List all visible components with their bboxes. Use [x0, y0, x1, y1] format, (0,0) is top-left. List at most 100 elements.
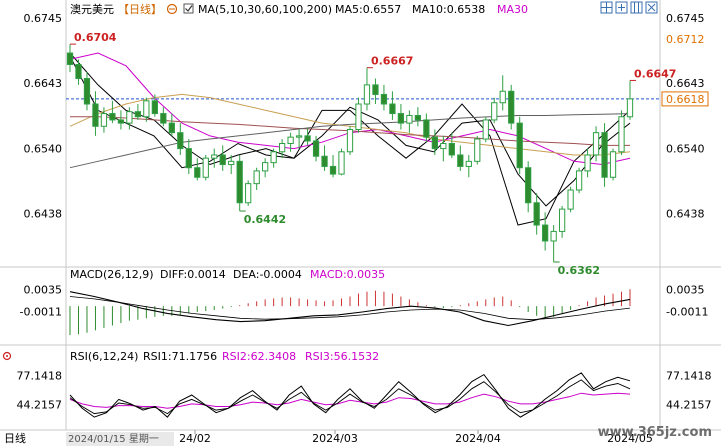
footer-period[interactable]: 日线 — [4, 431, 26, 445]
candle-body — [253, 170, 260, 185]
macd-title: MACD(26,12,9) — [70, 268, 154, 281]
macd-tick-right: -0.0011 — [666, 305, 708, 318]
candle-body — [584, 154, 591, 172]
rsi3-value: RSI3:56.1532 — [305, 350, 379, 363]
settings-icon[interactable] — [166, 3, 178, 15]
checkbox-icon[interactable] — [183, 3, 194, 14]
candle-body — [406, 114, 413, 124]
candle-body — [228, 160, 235, 166]
candle-body — [66, 52, 74, 66]
candle-body — [270, 151, 277, 164]
candle-body — [457, 154, 464, 167]
ma-params: MA(5,10,30,60,100,200) — [198, 3, 332, 16]
candle-body — [295, 135, 303, 138]
candle-body — [397, 113, 405, 124]
trough-label: 0.6362 — [558, 264, 600, 277]
macd-diff: DIFF:0.0014 — [160, 268, 226, 281]
price-tick-left: 0.6745 — [24, 12, 63, 25]
peak-label: 0.6647 — [634, 67, 676, 80]
candle-body — [117, 119, 125, 124]
macd-lines — [69, 291, 631, 327]
price-tick-right: 0.6643 — [666, 77, 705, 90]
close-icon[interactable] — [645, 1, 658, 14]
candle-body — [440, 143, 447, 150]
candle-body — [431, 136, 438, 150]
grid-icon[interactable] — [630, 1, 643, 14]
candle-body — [168, 122, 175, 134]
candle-body — [126, 111, 133, 124]
price-tick-right: 0.6618 — [666, 93, 705, 106]
candle-body — [202, 157, 209, 178]
candle-body — [626, 98, 634, 118]
candle-body — [499, 90, 506, 104]
macd-axis: 0.0035 0.0035 -0.0011 -0.0011 — [20, 283, 709, 318]
candle-body — [363, 84, 371, 105]
layout-icon[interactable] — [600, 1, 613, 14]
rsi2-value: RSI2:62.3408 — [222, 350, 296, 363]
date-label: 24/02 — [179, 432, 211, 445]
candle-body — [92, 103, 99, 127]
candle-body — [219, 154, 226, 166]
expand-icon[interactable] — [615, 1, 628, 14]
candle-body — [177, 132, 184, 150]
rsi-tick-right: 77.1418 — [666, 369, 712, 382]
cursor-date: 2024/01/15 星期一 — [68, 433, 159, 445]
rsi-title: RSI(6,12,24) — [70, 350, 138, 363]
price-tick-right: 0.6540 — [666, 143, 705, 156]
rsi-tick-right: 44.2157 — [666, 399, 712, 412]
candle-body — [575, 170, 583, 191]
rsi-tick-left: 44.2157 — [17, 399, 63, 412]
price-tick-right: 0.6712 — [666, 33, 705, 46]
candle-body — [474, 138, 481, 162]
candle-body — [372, 84, 379, 95]
candle-body — [380, 93, 388, 105]
candle-body — [143, 100, 150, 118]
candle-body — [109, 113, 116, 121]
price-axis-left: 0.6745 0.6643 0.6540 0.6438 — [24, 12, 63, 221]
peak-label: 0.6704 — [74, 31, 117, 44]
candle-body — [329, 165, 337, 175]
candle-body — [245, 183, 252, 204]
candle-body — [567, 189, 574, 210]
watermark: www.365jz.com — [598, 425, 712, 440]
candle-body — [287, 136, 294, 145]
price-annotations: 0.6704 0.6667 0.6647 0.6442 0.6362 — [70, 31, 676, 277]
period-label[interactable]: 【日线】 — [118, 2, 162, 16]
candle-body — [75, 64, 82, 80]
date-axis: 24/02 2024/03 2024/04 2024/05 — [179, 430, 653, 445]
candle-body — [516, 122, 523, 169]
candle-body — [542, 224, 549, 242]
candle-body — [160, 113, 167, 124]
candle-body — [558, 208, 566, 232]
candle-body — [151, 100, 158, 115]
rsi-line-rsi2 — [69, 379, 631, 415]
ma-line-ma60 — [69, 93, 631, 156]
trough-label: 0.6442 — [244, 213, 286, 226]
candle-body — [194, 167, 201, 178]
candle-body — [346, 128, 354, 153]
candle-body — [100, 113, 108, 127]
price-tick-right: 0.6438 — [666, 208, 705, 221]
macd-value: MACD:0.0035 — [310, 268, 385, 281]
peak-label: 0.6667 — [371, 55, 413, 68]
candle-body — [389, 103, 396, 115]
macd-histogram — [69, 289, 631, 336]
cursor-date-box — [66, 432, 174, 446]
indicator-gear-icon[interactable] — [2, 351, 12, 361]
candle-body — [414, 114, 422, 121]
rsi-tick-left: 77.1418 — [17, 369, 63, 382]
candle-body — [321, 155, 328, 167]
candle-body — [423, 119, 430, 138]
candle-body — [278, 143, 286, 153]
price-axis-right: 0.6745 0.6712 0.6643 0.6618 0.6540 0.6438 — [661, 12, 709, 221]
date-label: 2024/04 — [455, 432, 501, 445]
candle-body — [601, 132, 608, 178]
candle-body — [448, 143, 455, 156]
candle-body — [618, 116, 625, 153]
ma5-value: MA5:0.6557 — [335, 3, 401, 16]
macd-tick-right: 0.0035 — [666, 283, 705, 296]
price-tick-right: 0.6745 — [666, 12, 705, 25]
candlesticks — [66, 44, 634, 262]
